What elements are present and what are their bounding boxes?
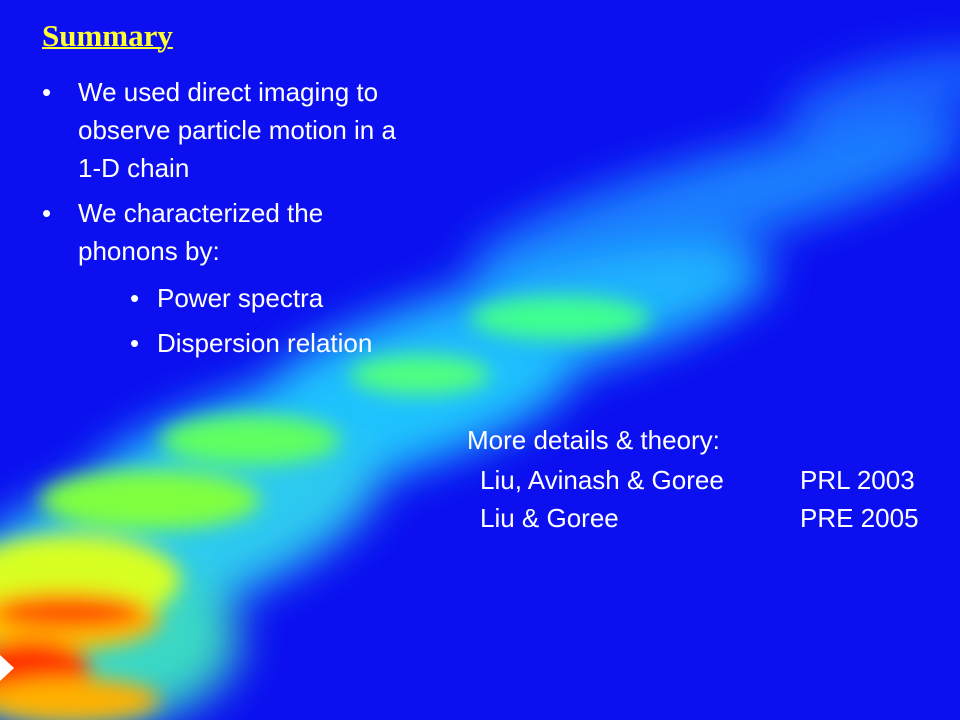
sub-bullet-text: Power spectra	[157, 283, 324, 313]
sub-bullet: • Power spectra	[130, 283, 324, 313]
reference-heading: More details & theory:	[467, 425, 720, 455]
reference-citation: PRL 2003	[800, 465, 915, 495]
reference-citation: PRE 2005	[800, 503, 919, 533]
bullet-text: We characterized the phonons by:	[78, 198, 324, 266]
bullet: • We characterized the phonons by:	[42, 194, 422, 270]
reference-authors: Liu & Goree	[480, 503, 619, 533]
slide-title: Summary	[42, 18, 173, 53]
reference-authors: Liu, Avinash & Goree	[480, 465, 724, 495]
bullet-text: We used direct imaging to observe partic…	[78, 77, 396, 183]
sub-bullet: • Dispersion relation	[130, 328, 373, 358]
sub-bullet-text: Dispersion relation	[157, 328, 373, 358]
bullet: • We used direct imaging to observe parti…	[42, 73, 422, 187]
